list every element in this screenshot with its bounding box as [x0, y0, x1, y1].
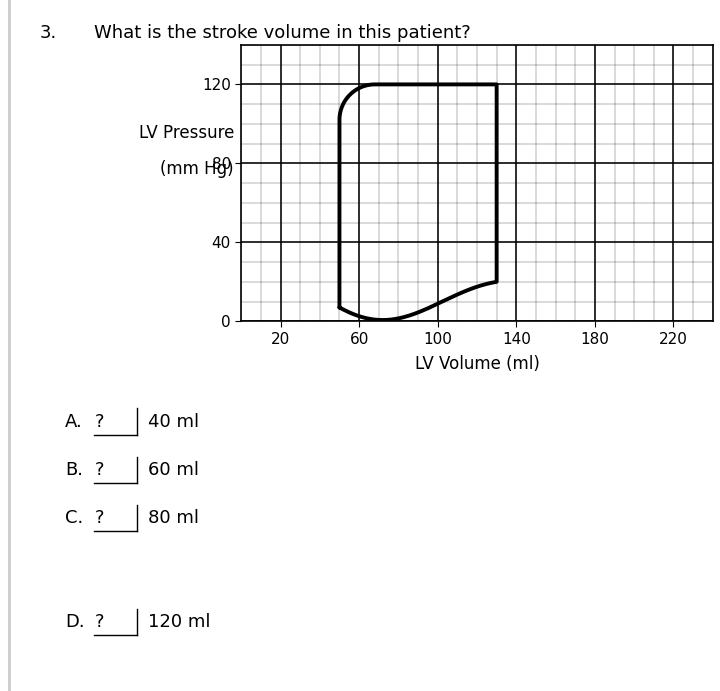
Text: D.: D.: [65, 613, 84, 631]
Text: 40 ml: 40 ml: [148, 413, 199, 430]
Text: A.: A.: [65, 413, 83, 430]
Text: LV Pressure: LV Pressure: [139, 124, 234, 142]
Text: ?: ?: [94, 461, 104, 479]
Text: ?: ?: [94, 613, 104, 631]
Text: 120 ml: 120 ml: [148, 613, 210, 631]
X-axis label: LV Volume (ml): LV Volume (ml): [415, 355, 539, 373]
Text: B.: B.: [65, 461, 83, 479]
Text: 3.: 3.: [40, 24, 57, 42]
Text: ?: ?: [94, 509, 104, 527]
Text: 80 ml: 80 ml: [148, 509, 199, 527]
Text: 60 ml: 60 ml: [148, 461, 199, 479]
Text: ?: ?: [94, 413, 104, 430]
Text: What is the stroke volume in this patient?: What is the stroke volume in this patien…: [94, 24, 470, 42]
Text: C.: C.: [65, 509, 83, 527]
Text: (mm Hg): (mm Hg): [161, 160, 234, 178]
